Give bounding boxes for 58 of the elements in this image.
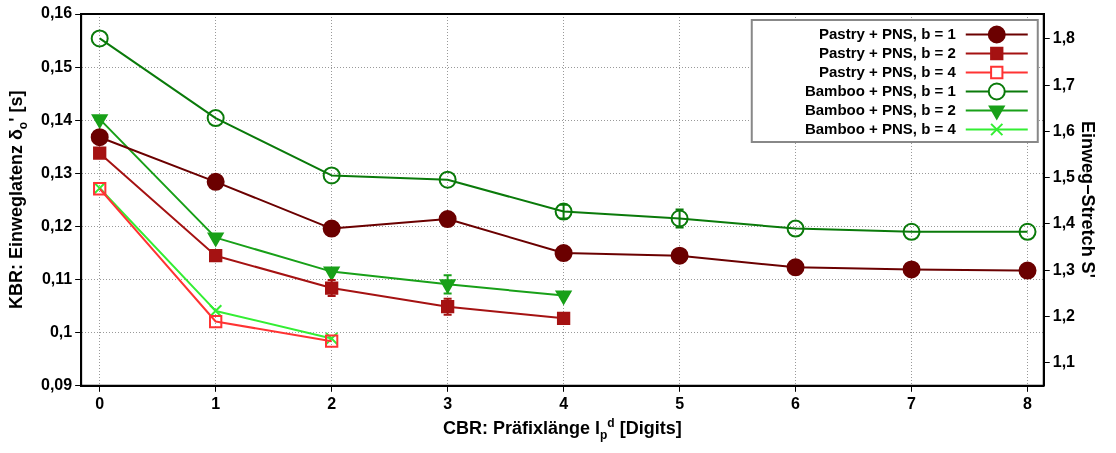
legend-label: Pastry + PNS, b = 2	[819, 43, 956, 61]
legend-label: Bamboo + PNS, b = 4	[804, 119, 957, 137]
y2-tick-label: 1,3	[1052, 260, 1076, 278]
point	[93, 146, 107, 160]
point	[670, 209, 689, 228]
point	[323, 266, 340, 281]
point	[786, 258, 805, 277]
x-axis-title: CBR: Präfixlänge l$_{p}$$^{d}$ [Digits]	[442, 415, 682, 442]
y-tick-label: 0,1	[49, 323, 73, 341]
y2-axis-title: Einweg−Stretch S'	[1076, 121, 1098, 279]
y2-tick-label: 1,7	[1052, 75, 1076, 93]
x-tick-label: 4	[559, 394, 569, 412]
x-tick-label: 6	[791, 394, 801, 412]
x-tick-label: 3	[443, 394, 453, 412]
y2-tick-label: 1,4	[1052, 214, 1076, 232]
x-tick-label: 1	[211, 394, 221, 412]
point	[209, 314, 223, 329]
point	[1018, 261, 1037, 280]
point	[207, 232, 224, 247]
point	[438, 210, 457, 229]
point	[1018, 222, 1037, 241]
point	[209, 249, 223, 263]
point	[206, 172, 225, 191]
point	[206, 109, 225, 128]
y2-tick-label: 1,2	[1052, 306, 1076, 324]
y-tick-label: 0,15	[41, 57, 73, 75]
point	[322, 219, 341, 238]
x-tick-label: 7	[907, 394, 917, 412]
legend-label: Pastry + PNS, b = 1	[819, 24, 956, 42]
x-tick-label: 8	[1023, 394, 1033, 412]
point	[556, 311, 571, 325]
y2-tick-label: 1,5	[1052, 168, 1076, 186]
point	[902, 260, 921, 279]
y2-tick-label: 1,1	[1052, 353, 1076, 371]
point	[786, 219, 805, 238]
point	[438, 170, 457, 189]
x-tick-label: 2	[327, 394, 337, 412]
point	[322, 166, 341, 185]
point	[670, 246, 689, 265]
y2-tick-label: 1,8	[1052, 29, 1076, 47]
point	[90, 128, 109, 147]
y2-tick-label: 1,6	[1052, 121, 1076, 139]
x-tick-label: 5	[675, 394, 685, 412]
legend-label: Bamboo + PNS, b = 2	[804, 100, 956, 118]
x-tick-label: 0	[95, 394, 105, 412]
point	[554, 202, 573, 221]
y-tick-label: 0,12	[41, 216, 73, 234]
point	[554, 244, 573, 263]
legend-label: Bamboo + PNS, b = 1	[804, 81, 956, 99]
y-tick-label: 0,11	[41, 269, 73, 287]
y-tick-label: 0,16	[41, 4, 73, 22]
y-tick-label: 0,09	[41, 376, 73, 394]
point	[902, 222, 921, 241]
point	[90, 29, 109, 48]
legend-label: Pastry + PNS, b = 4	[819, 62, 957, 80]
y-tick-label: 0,13	[41, 163, 73, 181]
y-tick-label: 0,14	[41, 110, 73, 128]
point	[555, 290, 572, 305]
